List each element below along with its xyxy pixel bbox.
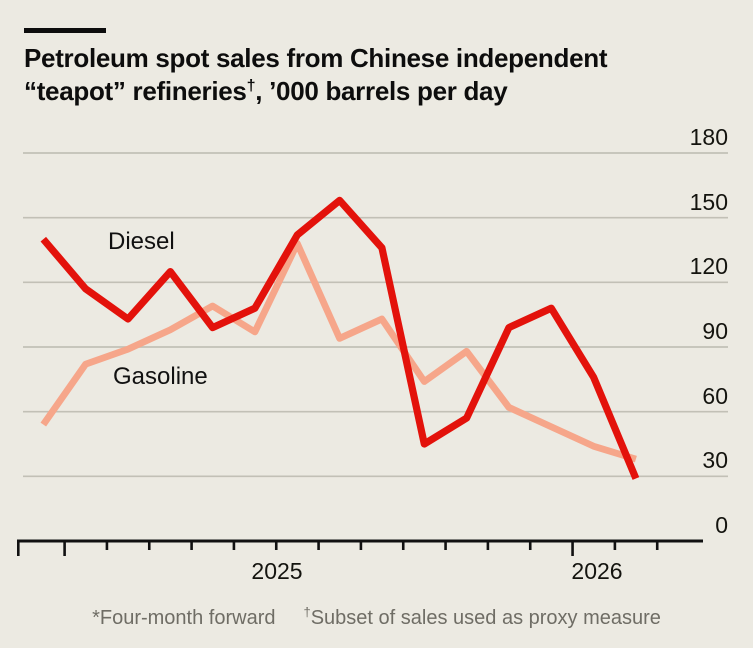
x-tick-label-2025: 2025 bbox=[251, 558, 303, 584]
footnote-subset: †Subset of sales used as proxy measure bbox=[303, 604, 661, 629]
x-tick-label-2026: 2026 bbox=[571, 558, 623, 584]
y-axis-label-120: 120 bbox=[689, 253, 728, 280]
y-axis-label-60: 60 bbox=[702, 382, 728, 409]
y-axis-label-150: 150 bbox=[689, 188, 728, 215]
y-axis-label-180: 180 bbox=[689, 124, 728, 150]
chart-title-units: , ’000 barrels per day bbox=[255, 76, 508, 107]
footnote-forward: *Four-month forward bbox=[92, 607, 276, 629]
footnote-dagger: † bbox=[303, 604, 311, 620]
y-axis-label-30: 30 bbox=[702, 447, 728, 474]
footnote: *Four-month forward †Subset of sales use… bbox=[0, 604, 753, 630]
chart-title-line2: “teapot” refineries bbox=[24, 76, 247, 107]
chart-title: Petroleum spot sales from Chinese indepe… bbox=[24, 42, 724, 108]
diesel-series-label: Diesel bbox=[108, 228, 175, 255]
y-axis-label-0: 0 bbox=[715, 512, 728, 538]
gasoline-series-label: Gasoline bbox=[113, 363, 208, 390]
accent-rule bbox=[24, 28, 106, 33]
chart-title-line1: Petroleum spot sales from Chinese indepe… bbox=[24, 43, 608, 73]
diesel-line bbox=[40, 196, 640, 480]
y-axis-label-90: 90 bbox=[702, 318, 728, 344]
title-dagger: † bbox=[246, 76, 256, 95]
gasoline-line bbox=[40, 240, 637, 463]
